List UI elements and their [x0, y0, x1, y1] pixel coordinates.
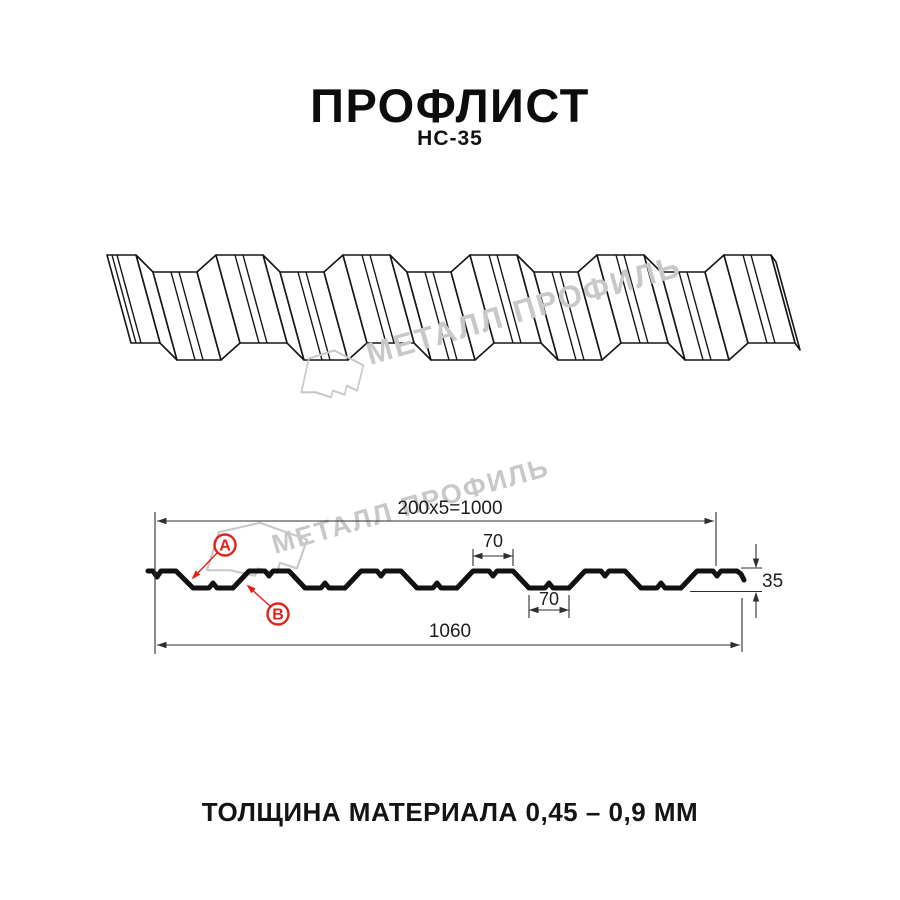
label-a: A [219, 538, 231, 555]
cross-section-view [145, 512, 762, 654]
label-b: B [272, 607, 284, 624]
metall-profil-logo-icon [300, 349, 365, 399]
dim-full-width: 1060 [429, 621, 471, 642]
page-title: ПРОФЛИСТ [310, 79, 590, 132]
dim-height: 35 [762, 571, 783, 592]
dim-valley-width: 70 [539, 589, 559, 609]
profile-3d-view [106, 254, 801, 361]
profile-code: НС-35 [417, 127, 483, 150]
thickness-note: ТОЛЩИНА МАТЕРИАЛА 0,45 – 0,9 ММ [201, 797, 699, 827]
dim-top-width: 200x5=1000 [397, 498, 502, 519]
dim-crest-width: 70 [483, 531, 503, 551]
